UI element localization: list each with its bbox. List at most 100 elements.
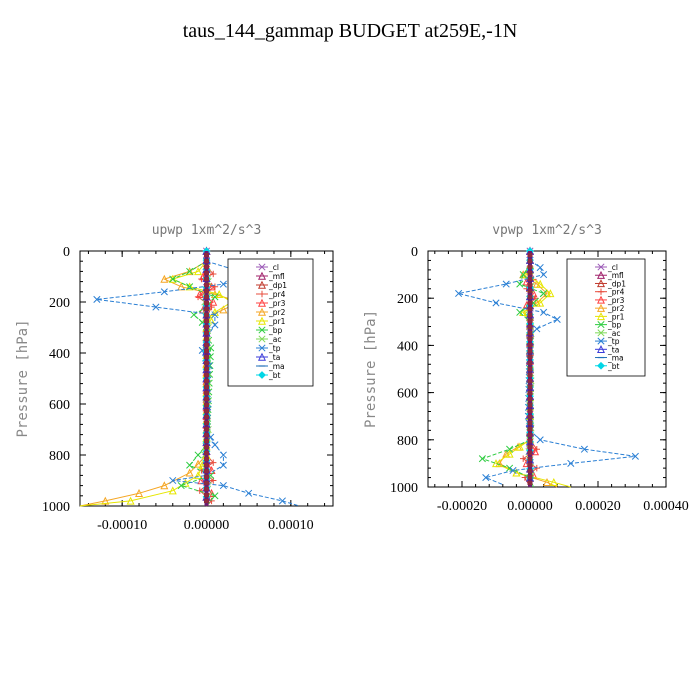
series-marker-pr1 [515,442,524,451]
zero-series-marker [527,379,533,383]
zero-series-marker [204,271,209,275]
series-marker-pr3 [195,290,204,299]
zero-series-marker [527,397,533,401]
zero-series-marker [204,331,209,335]
zero-series-marker [204,379,209,383]
series-marker-tp [580,445,588,453]
series-marker-tp [533,325,541,333]
zero-series-marker [527,415,533,419]
legend-swatch-marker [597,288,605,295]
zero-series-marker [204,325,209,329]
zero-series-marker [204,253,209,257]
zero-series-marker [204,397,209,401]
zero-series-marker [527,361,533,365]
zero-series-marker [527,325,533,329]
zero-series-marker [527,469,533,473]
zero-series-marker [527,427,533,431]
series-marker-bp [506,464,514,472]
plot-frame [427,250,667,488]
y-axis-label: Pressure [hPa] [15,319,31,437]
series-marker-bp [519,271,527,279]
zero-series-marker [204,421,209,425]
zero-series-marker [204,283,209,287]
legend-label: _dp1 [268,281,287,290]
series-marker-pr2 [219,305,228,314]
y-tick-label: 800 [49,449,70,464]
x-tick-label: 0.00010 [268,518,314,533]
legend-label: _ac [268,335,281,344]
legend-label: _ma [607,354,624,363]
legend-label: _pr1 [607,312,625,321]
zero-series-marker [527,463,533,467]
zero-series-marker [204,385,209,389]
series-marker-bp [177,482,185,490]
zero-series-marker [527,373,533,377]
zero-series-marker [527,253,533,257]
series-marker-tp [567,459,575,467]
series-marker-pr2 [194,459,203,468]
series-marker-pr1 [168,486,177,495]
zero-series-marker [527,409,533,413]
zero-series-marker [527,475,533,479]
y-tick-label: 800 [397,434,418,449]
zero-series-marker [204,463,209,467]
series-marker-pr3 [207,488,216,497]
legend-swatch-marker [596,279,606,288]
series-marker-bp [169,275,177,283]
series-marker-tp [211,321,219,329]
series-marker-pr3 [207,282,216,291]
zero-series-marker [527,337,533,341]
series-marker-pr3 [209,297,218,306]
series-marker-tp [211,311,219,319]
zero-series-marker [527,307,533,311]
series-marker-tp [631,452,639,460]
zero-series-marker [204,373,209,377]
series-marker-pr1 [536,279,545,288]
zero-series-marker [527,349,533,353]
series-marker-tp [211,441,219,449]
zero-series-marker [204,451,209,455]
zero-series-marker [527,457,533,461]
legend-swatch-marker [257,352,267,361]
series-marker-tp [219,482,227,490]
y-tick-label: 1000 [390,481,418,496]
legend-label: _bp [607,321,622,330]
x-tick-label: 0.00020 [575,499,621,514]
series-marker-pr4 [210,270,217,278]
zero-series-marker [527,481,533,485]
series-marker-tp [152,303,160,311]
legend-label: _ta [268,353,280,362]
zero-series-marker [204,457,209,461]
zero-series-marker [527,367,533,371]
y-tick-label: 0 [411,245,418,260]
series-marker-pr1 [206,315,215,324]
legend-label: _mfl [268,272,285,281]
series-marker-bp [506,445,514,453]
series-marker-tp [492,299,500,307]
zero-series-marker [204,277,209,281]
series-marker-bp [194,451,202,459]
zero-series-marker [204,337,209,341]
zero-series-marker [204,259,209,263]
legend-label: _pr3 [268,299,286,308]
series-marker-pr4 [210,459,217,466]
legend-swatch-marker [597,263,605,271]
series-marker-pr1 [194,267,203,276]
zero-series-marker [204,361,209,365]
x-tick-label: 0.00040 [643,499,689,514]
legend-swatch-marker [596,312,606,321]
zero-series-marker [527,265,533,269]
zero-series-marker [204,487,209,491]
series-marker-tp [169,476,177,485]
legend-label: _bt [268,371,281,380]
zero-series-marker [204,469,209,473]
legend-label: _pr4 [268,290,286,299]
series-marker-bp [516,308,524,316]
legend-swatch-marker [597,361,605,370]
zero-series-marker [204,475,209,479]
legend-swatch-marker [596,295,606,304]
series-marker-tp [553,315,561,323]
series-marker-pr1 [519,308,528,317]
zero-series-marker [204,301,209,305]
